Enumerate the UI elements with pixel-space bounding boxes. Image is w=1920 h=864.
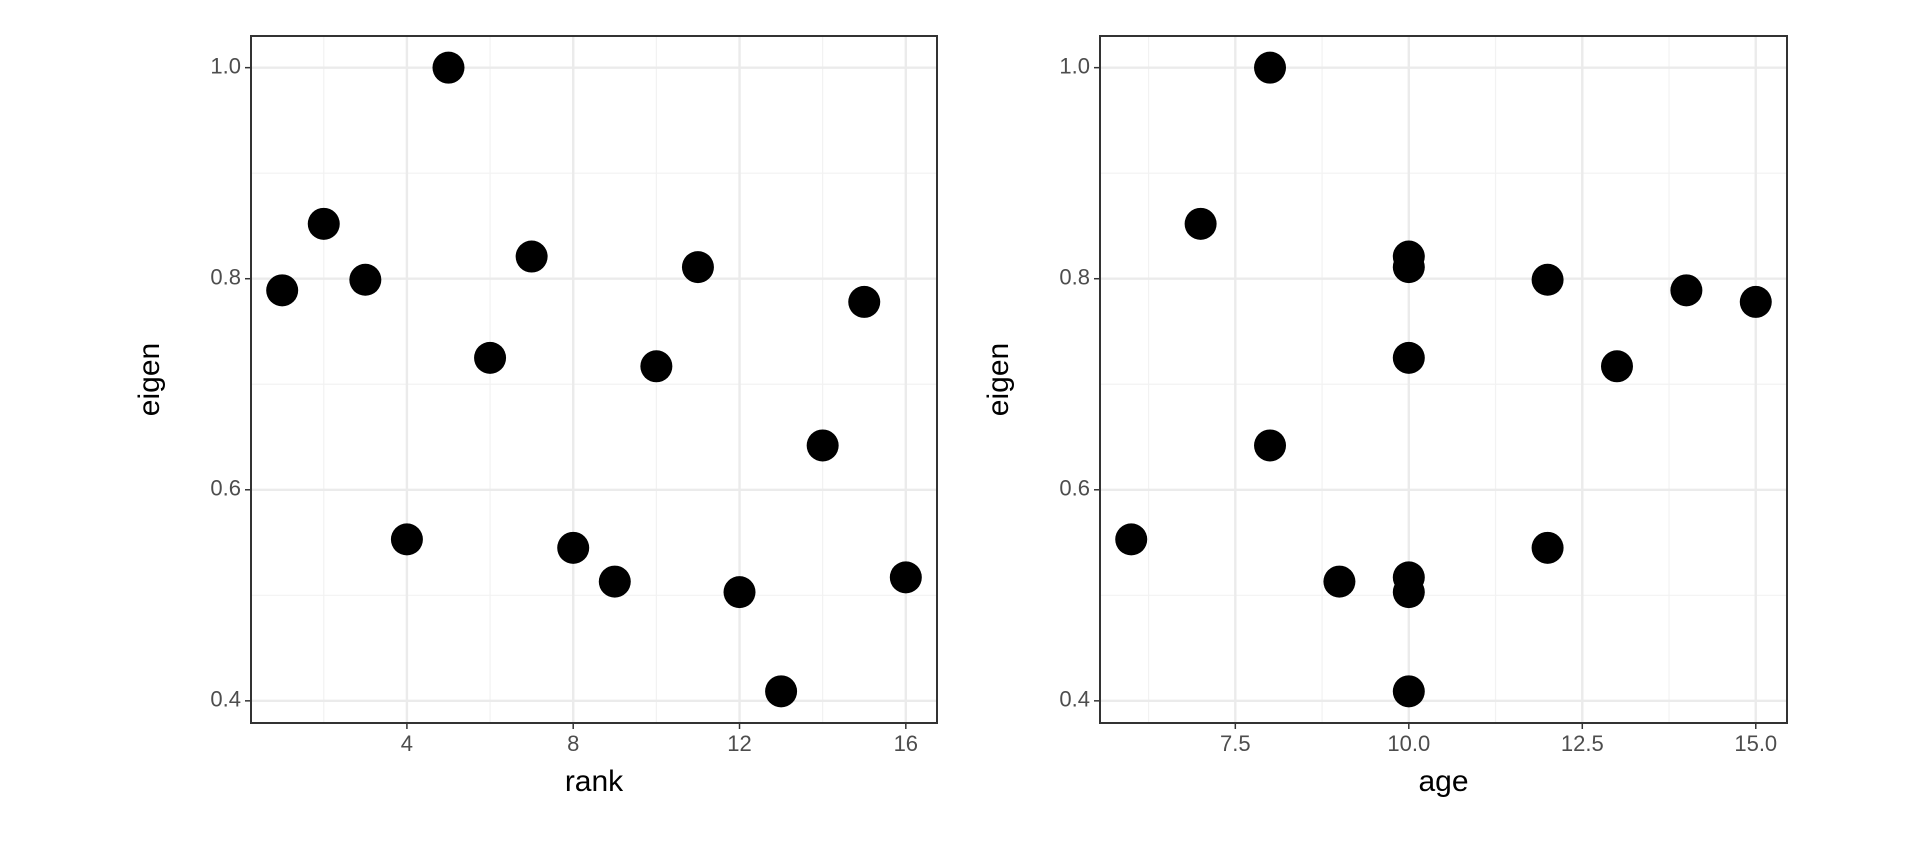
point [640,350,673,383]
panel-background [1100,36,1787,723]
x-tick-label: 12.5 [1561,731,1604,756]
point [1739,285,1772,318]
point [1184,207,1217,240]
point [1254,429,1287,462]
y-tick-label: 1.0 [1059,53,1090,78]
y-tick-label: 0.6 [210,476,241,501]
x-axis-title: rank [565,765,624,798]
point [390,523,423,556]
panel-border [250,35,938,724]
point [1254,51,1287,84]
y-tick-label: 1.0 [210,53,241,78]
x-tick-label: 12 [727,731,751,756]
y-tick-label: 0.8 [1059,265,1090,290]
point [1670,274,1703,307]
point [723,576,756,609]
point [1115,523,1148,556]
x-axis-title: age [1418,765,1468,798]
y-tick-label: 0.6 [1059,476,1090,501]
point [1531,263,1564,296]
x-tick-label: 8 [567,731,579,756]
x-tick-label: 4 [401,731,413,756]
y-axis-title: eigen [982,343,1015,416]
x-tick-label: 15.0 [1734,731,1777,756]
point [307,207,340,240]
point [1323,565,1356,598]
point [349,263,382,296]
point [515,240,548,273]
y-axis-title: eigen [133,343,166,416]
point [1392,561,1425,594]
point [681,251,714,284]
x-tick-label: 7.5 [1220,731,1251,756]
point [1392,675,1425,708]
point [598,565,631,598]
point [889,561,922,594]
point [1392,341,1425,374]
panel-background [251,36,937,723]
point [848,285,881,318]
y-tick-label: 0.4 [210,687,241,712]
x-tick-label: 16 [894,731,918,756]
point [266,274,299,307]
point [1392,251,1425,284]
point [1600,350,1633,383]
point [557,531,590,564]
x-tick-label: 10.0 [1387,731,1430,756]
point [1531,531,1564,564]
point [806,429,839,462]
y-tick-label: 0.8 [210,265,241,290]
point [432,51,465,84]
y-tick-label: 0.4 [1059,687,1090,712]
point [765,675,798,708]
point [474,341,507,374]
panel-border [1099,35,1788,724]
